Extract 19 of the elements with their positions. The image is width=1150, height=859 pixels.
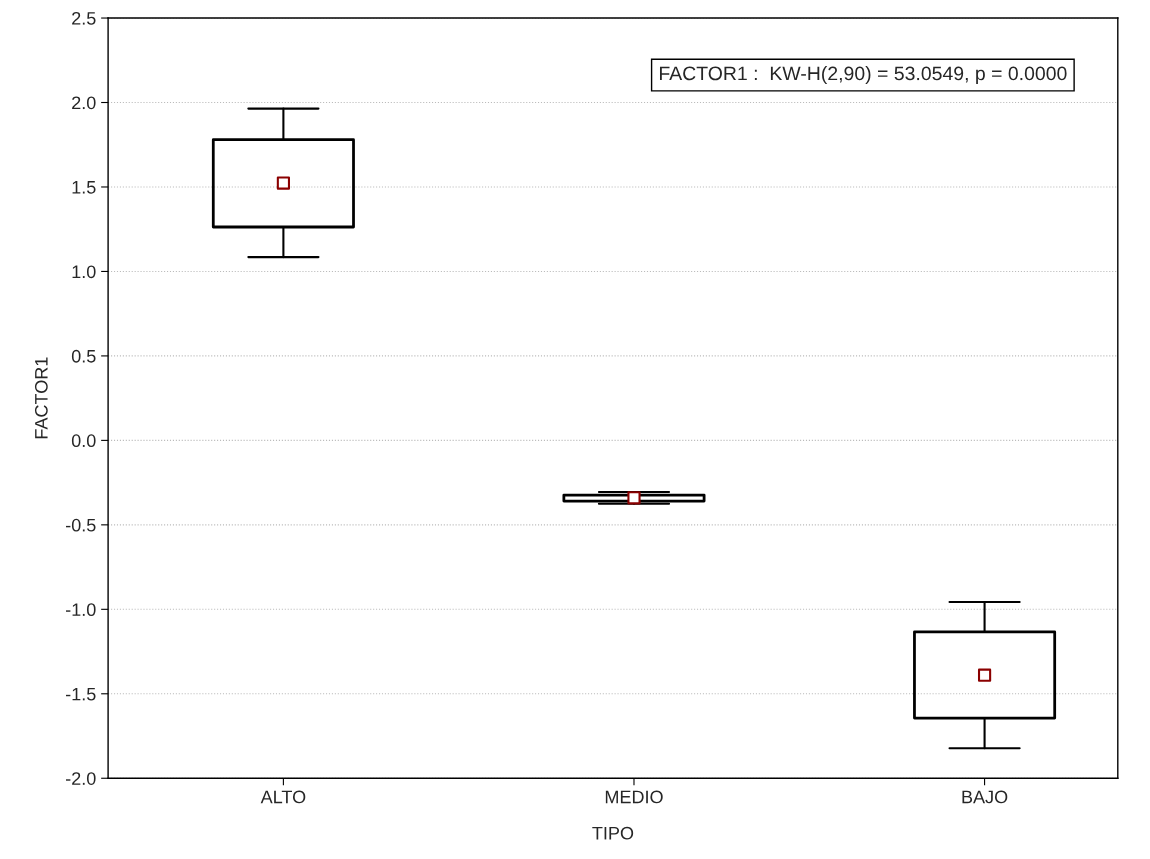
y-tick-label: -2.0 (65, 772, 96, 785)
y-tick-label: 2.5 (72, 11, 96, 25)
y-tick-label: 0.0 (71, 434, 96, 448)
y-tick-label: -1.5 (65, 687, 96, 701)
y-tick-label: 1.0 (72, 265, 96, 279)
y-tick-label: -1.0 (65, 603, 96, 617)
point (977, 668, 992, 682)
x-tick-label: ALTO (260, 790, 306, 804)
point (627, 491, 641, 505)
point (276, 176, 290, 190)
y-tick-label: 1.5 (72, 181, 96, 194)
x-tick-label: BAJO (962, 790, 1008, 804)
y-tick-label: 2.0 (72, 96, 96, 110)
annotation: FACTOR1 : KW-H(2,90) = 53.0549, p = 0.0000 (659, 65, 1067, 85)
x-tick-label: MEDIO (605, 790, 663, 804)
x-axis-title: TIPO (592, 826, 634, 840)
y-tick-label: -0.5 (65, 518, 96, 532)
y-tick-label: 0.5 (71, 349, 96, 363)
y-axis-title: FACTOR1 (34, 357, 48, 439)
